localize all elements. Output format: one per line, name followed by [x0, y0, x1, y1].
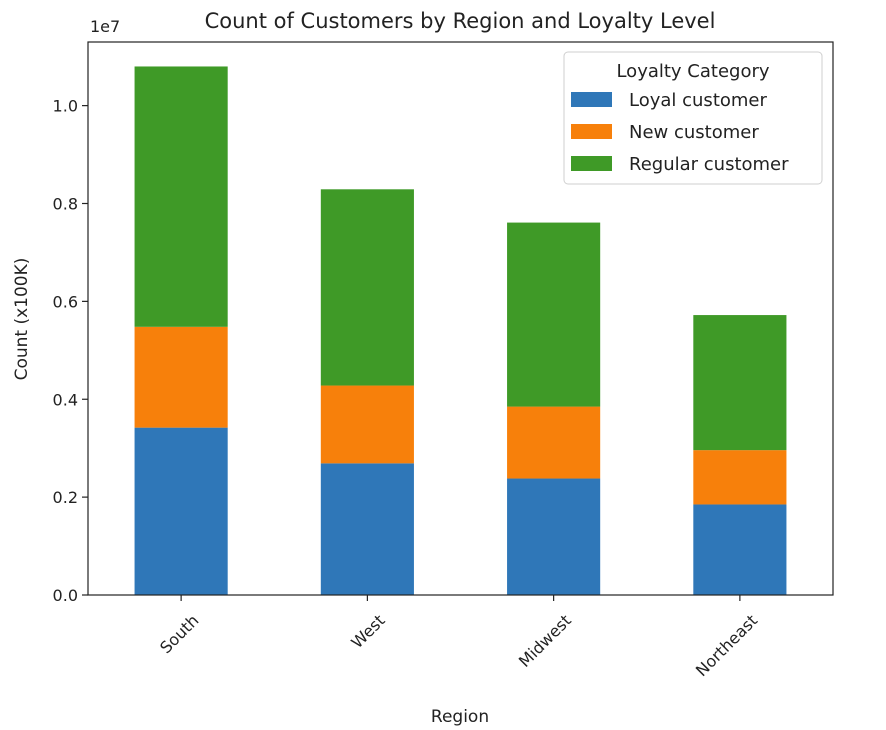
bar-south-new-customer [134, 326, 228, 428]
bar-south-regular-customer [134, 66, 228, 327]
bar-northeast-loyal-customer [693, 504, 787, 595]
bar-midwest-loyal-customer [507, 478, 601, 595]
y-tick-label: 0.2 [53, 488, 78, 507]
y-tick-label: 0.8 [53, 195, 78, 214]
x-tick-label: Midwest [515, 611, 575, 671]
x-axis-label: Region [431, 707, 489, 727]
y-tick-label: 1.0 [53, 97, 78, 116]
legend-title: Loyalty Category [616, 61, 769, 82]
y-tick-label: 0.6 [53, 292, 78, 311]
x-tick-label: South [156, 611, 202, 657]
legend-swatch-loyal-customer [571, 92, 612, 107]
legend-label-regular-customer: Regular customer [629, 154, 789, 175]
bar-northeast-regular-customer [693, 315, 787, 451]
legend-label-loyal-customer: Loyal customer [629, 90, 767, 111]
bar-west-regular-customer [320, 189, 414, 386]
bars-layer [134, 66, 787, 595]
bar-west-new-customer [320, 385, 414, 464]
bar-south-loyal-customer [134, 427, 228, 595]
plot-frame [87, 41, 834, 596]
legend-box [563, 51, 823, 185]
y-axis: 0.0 0.2 0.4 0.6 0.8 1.0 [53, 97, 88, 605]
legend-swatch-regular-customer [571, 156, 612, 171]
legend: Loyalty Category Loyal customer New custo… [563, 51, 823, 185]
bar-midwest-new-customer [507, 406, 601, 479]
legend-label-new-customer: New customer [629, 122, 759, 143]
chart-title: Count of Customers by Region and Loyalty… [205, 9, 716, 33]
bar-northeast-new-customer [693, 450, 787, 505]
legend-items: Loyal customer New customer Regular custom… [571, 90, 789, 175]
y-tick-label: 0.0 [53, 586, 78, 605]
y-axis-offset-label: 1e7 [90, 17, 120, 36]
y-tick-label: 0.4 [53, 390, 78, 409]
x-axis: South West Midwest Northeast [156, 595, 761, 680]
x-tick-label: Northeast [692, 611, 761, 680]
x-tick-label: West [347, 611, 388, 652]
bar-west-loyal-customer [320, 463, 414, 595]
y-axis-label: Count (x100K) [12, 258, 32, 381]
bar-midwest-regular-customer [507, 222, 601, 407]
legend-swatch-new-customer [571, 124, 612, 139]
